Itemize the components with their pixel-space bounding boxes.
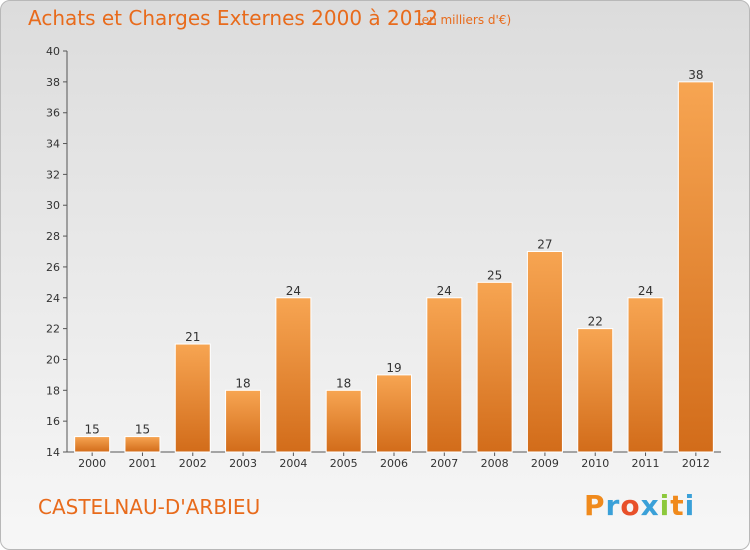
y-tick-label: 34 [46, 138, 60, 151]
bar [577, 328, 614, 453]
x-tick-label: 2002 [179, 457, 207, 470]
bar [325, 389, 362, 453]
data-label: 18 [235, 376, 250, 390]
bar [526, 251, 563, 453]
logo-letter: x [640, 489, 660, 522]
data-label: 24 [638, 284, 653, 298]
data-label: 24 [437, 284, 452, 298]
x-tick-label: 2007 [430, 457, 458, 470]
logo-letter: o [620, 489, 641, 522]
y-tick-label: 22 [46, 323, 60, 336]
x-tick-label: 2003 [229, 457, 257, 470]
data-label: 15 [85, 423, 100, 437]
data-label: 27 [537, 238, 552, 252]
data-label: 18 [336, 376, 351, 390]
bar [426, 297, 463, 453]
data-label: 38 [688, 68, 703, 82]
y-tick-label: 20 [46, 353, 60, 366]
y-tick-label: 32 [46, 168, 60, 181]
chart-subtitle: (en milliers d'€) [417, 13, 512, 27]
bars [74, 81, 714, 453]
bar [74, 436, 111, 453]
x-tick-label: 2005 [330, 457, 358, 470]
y-tick-label: 38 [46, 76, 60, 89]
y-tick-label: 40 [46, 45, 60, 58]
y-tick-label: 24 [46, 292, 60, 305]
y-tick-label: 36 [46, 107, 60, 120]
axes: 14 16 18 20 22 24 26 28 30 32 34 36 38 40 2000 2001 2002… [46, 45, 721, 470]
x-tick-label: 2006 [380, 457, 408, 470]
bar [376, 374, 412, 453]
x-tick-label: 2000 [78, 457, 106, 470]
y-tick-label: 18 [46, 384, 60, 397]
bar [174, 343, 211, 453]
location-name: CASTELNAU-D'ARBIEU [38, 495, 261, 519]
logo-letter: r [605, 489, 621, 522]
bar [476, 281, 513, 453]
chart-title: Achats et Charges Externes 2000 à 2012 [28, 6, 438, 30]
x-tick-label: 2004 [279, 457, 307, 470]
x-tick-label: 2010 [581, 457, 609, 470]
x-tick-label: 2009 [531, 457, 559, 470]
x-tick-label: 2012 [682, 457, 710, 470]
value-labels: 15 15 21 18 24 18 19 24 25 27 22 24 38 [85, 68, 704, 437]
data-label: 15 [135, 423, 150, 437]
x-tick-label: 2008 [481, 457, 509, 470]
y-tick-label: 28 [46, 230, 60, 243]
bar [627, 297, 664, 453]
y-tick-label: 14 [46, 446, 60, 459]
data-label: 19 [386, 361, 401, 375]
y-tick-label: 26 [46, 261, 60, 274]
y-tick-label: 16 [46, 415, 60, 428]
data-label: 25 [487, 268, 502, 282]
bar [275, 297, 312, 453]
logo-letter: t [670, 489, 685, 522]
x-tick-label: 2001 [128, 457, 156, 470]
logo-letter: i [684, 489, 696, 522]
bar [225, 389, 262, 453]
bar [124, 436, 161, 453]
data-label: 22 [588, 315, 603, 329]
proxiti-logo[interactable]: Proxiti [584, 489, 695, 522]
logo-letter: P [584, 489, 606, 522]
y-tick-label: 30 [46, 199, 60, 212]
data-label: 24 [286, 284, 301, 298]
bar [677, 81, 714, 453]
x-tick-label: 2011 [632, 457, 660, 470]
data-label: 21 [185, 330, 200, 344]
logo-letter: i [659, 489, 671, 522]
